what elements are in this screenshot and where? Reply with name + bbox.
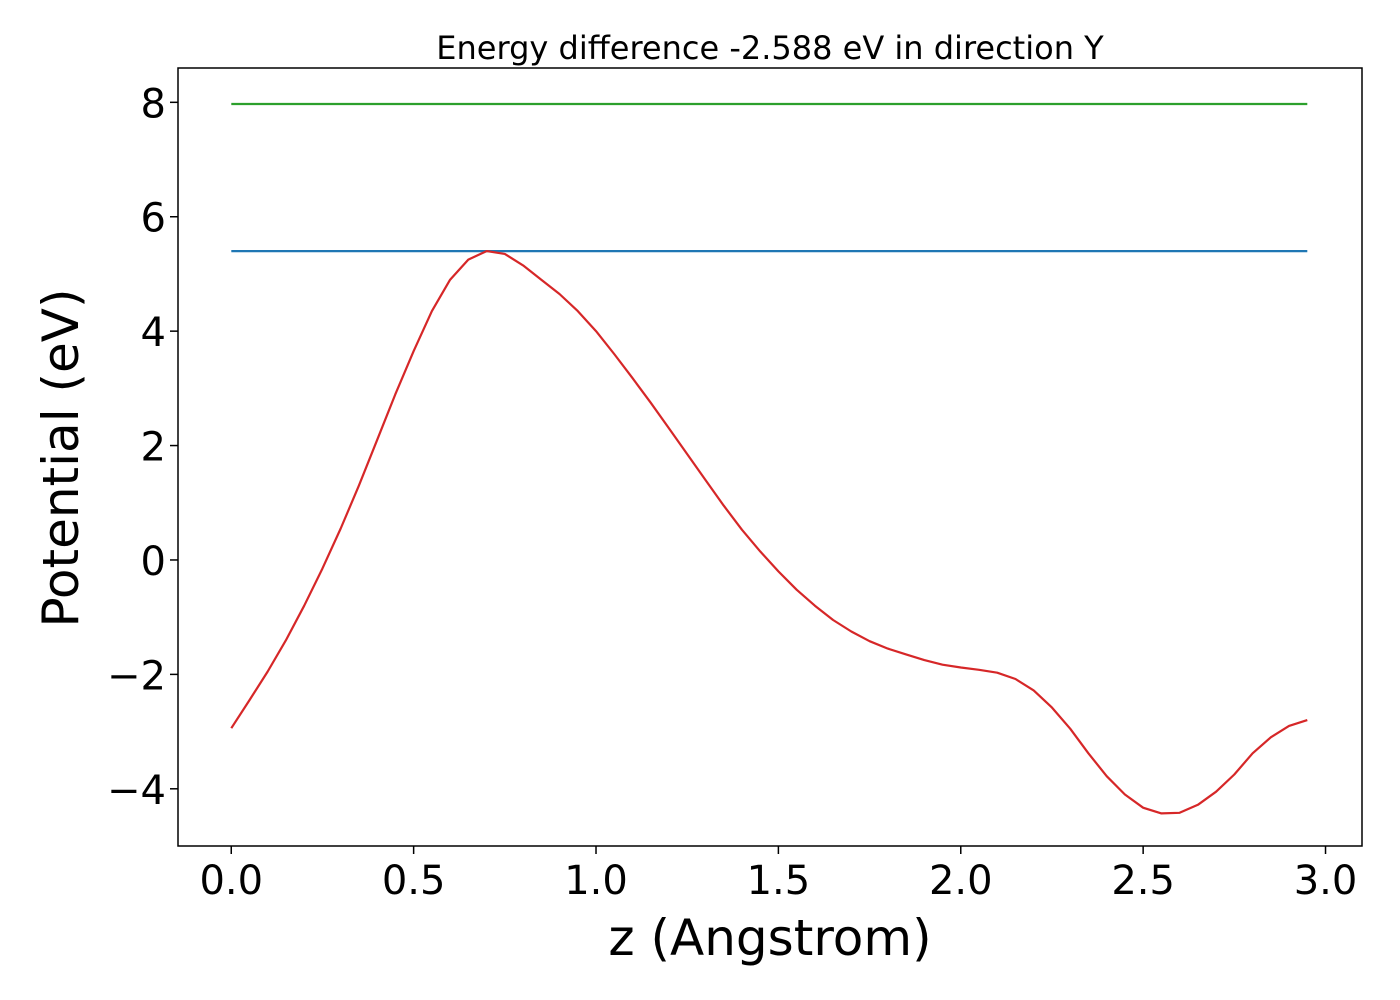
y-tick-label: 0 (141, 539, 166, 585)
series-layer (230, 102, 1308, 815)
y-tick-label: 4 (141, 310, 166, 356)
x-tick-label: 2.0 (929, 858, 993, 904)
series-line-3 (230, 250, 1308, 815)
x-tick-label: 1.0 (564, 858, 628, 904)
y-tick-label: 8 (141, 81, 166, 127)
y-tick-label: 6 (141, 196, 166, 242)
y-axis-label: Potential (eV) (32, 289, 90, 628)
x-axis: 0.0 0.5 1.0 1.5 2.0 2.5 3.0 (199, 846, 1357, 904)
y-axis: −4 −2 0 2 4 6 8 (107, 81, 178, 814)
y-tick-label: 2 (141, 425, 166, 471)
x-tick-label: 2.5 (1111, 858, 1175, 904)
x-tick-label: 0.5 (382, 858, 446, 904)
chart-title: Energy difference -2.588 eV in direction… (436, 29, 1104, 67)
x-tick-label: 1.5 (747, 858, 811, 904)
x-axis-label: z (Angstrom) (608, 909, 931, 967)
axes-frame (177, 67, 1363, 847)
y-tick-label: −2 (107, 653, 166, 699)
x-tick-label: 3.0 (1294, 858, 1358, 904)
plot-area (177, 67, 1363, 847)
x-tick-label: 0.0 (199, 858, 263, 904)
y-tick-label: −4 (107, 768, 166, 814)
